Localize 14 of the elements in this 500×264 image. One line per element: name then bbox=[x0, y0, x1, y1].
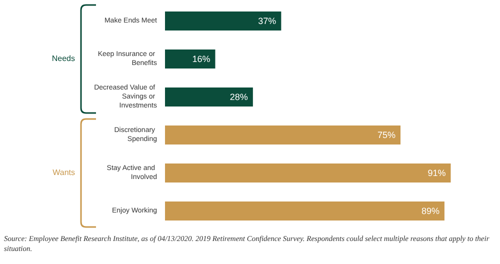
bar bbox=[165, 12, 282, 30]
bar bbox=[165, 50, 216, 68]
data-label: 75% bbox=[377, 130, 396, 140]
bar bbox=[165, 202, 444, 220]
data-label: 28% bbox=[230, 92, 248, 102]
data-label: 16% bbox=[192, 54, 210, 64]
data-label: 89% bbox=[421, 206, 440, 216]
bar bbox=[165, 126, 400, 144]
text: Needs bbox=[50, 54, 75, 63]
bar bbox=[165, 164, 451, 182]
data-label: 91% bbox=[428, 168, 446, 178]
data-label: 37% bbox=[258, 16, 276, 26]
text: Wants bbox=[52, 168, 75, 177]
bar bbox=[165, 88, 253, 106]
